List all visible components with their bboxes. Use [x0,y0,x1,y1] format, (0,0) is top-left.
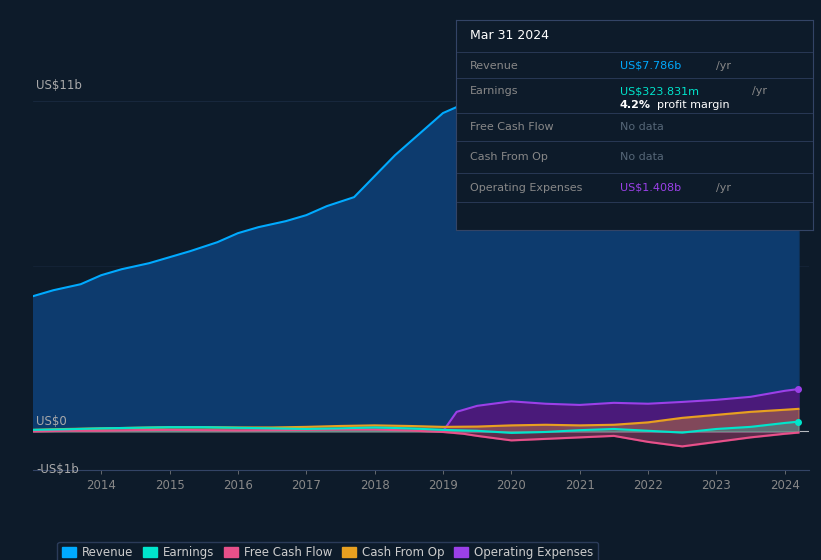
Text: 4.2%: 4.2% [620,100,651,110]
Text: US$11b: US$11b [36,79,82,92]
Text: US$7.786b: US$7.786b [620,61,681,71]
Text: US$0: US$0 [36,415,67,428]
Text: Revenue: Revenue [470,61,519,71]
Text: Operating Expenses: Operating Expenses [470,183,582,193]
Text: profit margin: profit margin [658,100,730,110]
Text: /yr: /yr [717,61,732,71]
Text: No data: No data [620,122,664,132]
Text: -US$1b: -US$1b [36,463,79,476]
Text: No data: No data [620,152,664,162]
Text: Mar 31 2024: Mar 31 2024 [470,29,549,42]
Text: US$1.408b: US$1.408b [620,183,681,193]
Text: US$323.831m: US$323.831m [620,86,699,96]
Text: Cash From Op: Cash From Op [470,152,548,162]
Legend: Revenue, Earnings, Free Cash Flow, Cash From Op, Operating Expenses: Revenue, Earnings, Free Cash Flow, Cash … [57,542,598,560]
Text: /yr: /yr [717,183,732,193]
Text: Free Cash Flow: Free Cash Flow [470,122,553,132]
Text: /yr: /yr [752,86,767,96]
Text: Earnings: Earnings [470,86,518,96]
